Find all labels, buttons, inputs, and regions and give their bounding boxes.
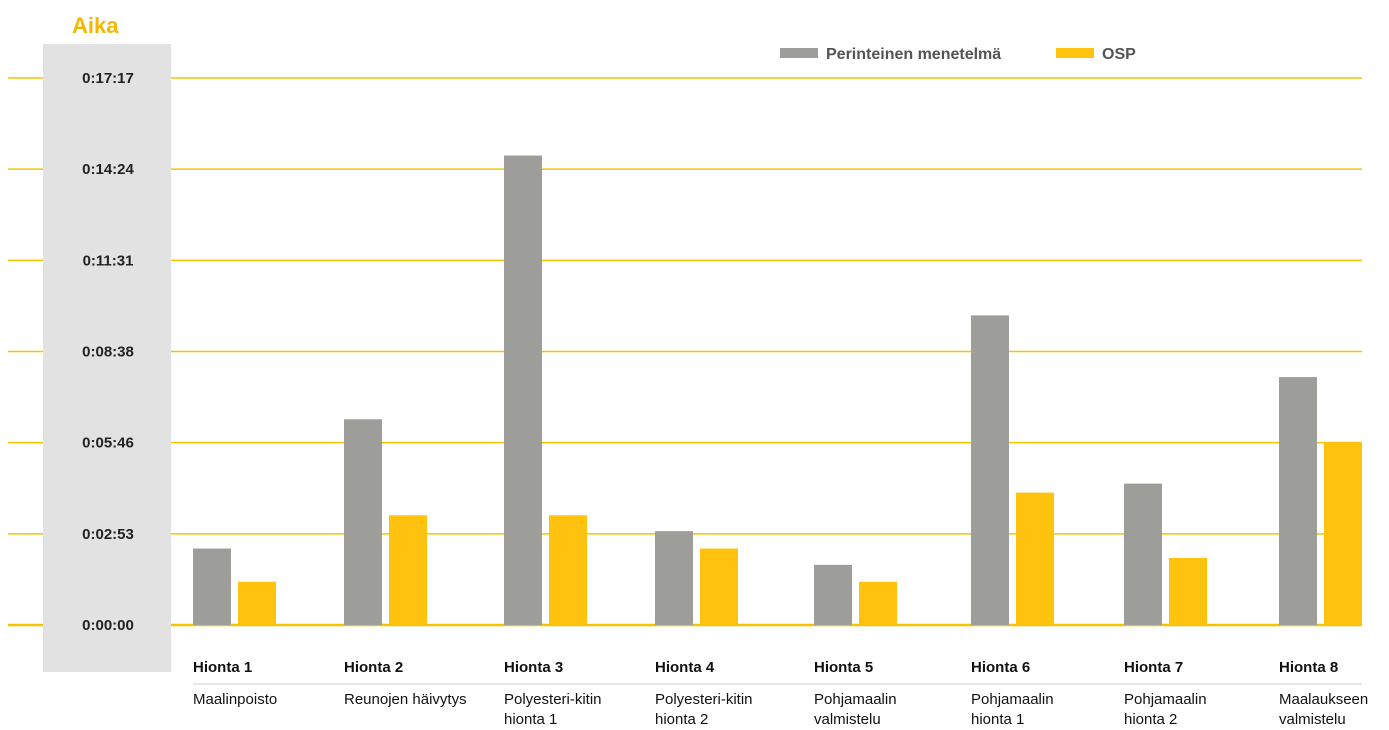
y-tick-label: 0:14:24 xyxy=(82,161,134,178)
category-description: valmistelu xyxy=(1279,711,1346,728)
category-description: valmistelu xyxy=(814,711,881,728)
category-name: Hionta 6 xyxy=(971,659,1030,676)
bar-perinteinen xyxy=(655,531,693,625)
legend-swatch xyxy=(780,48,818,58)
legend: Perinteinen menetelmä OSP xyxy=(780,46,1136,63)
category-name: Hionta 1 xyxy=(193,659,252,676)
category-labels: Hionta 1 Maalinpoisto Hionta 2 Reunojen häi… xyxy=(193,659,1368,728)
category-description: Maalinpoisto xyxy=(193,691,277,708)
category-name: Hionta 7 xyxy=(1124,659,1183,676)
category-description: Pohjamaalin xyxy=(814,691,897,708)
bar-osp xyxy=(700,548,738,625)
category-description: Pohjamaalin xyxy=(971,691,1054,708)
category-description: Polyesteri-kitin xyxy=(504,691,602,708)
category-name: Hionta 5 xyxy=(814,659,873,676)
bars xyxy=(193,155,1362,625)
category-name: Hionta 4 xyxy=(655,659,715,676)
category-description: hionta 2 xyxy=(1124,711,1177,728)
bar-perinteinen xyxy=(971,315,1009,625)
y-tick-labels: 0:00:00 0:02:53 0:05:46 0:08:38 0:11:31 0:14:… xyxy=(82,70,134,634)
bar-osp xyxy=(549,515,587,625)
category-description: Pohjamaalin xyxy=(1124,691,1207,708)
category-description: hionta 1 xyxy=(504,711,557,728)
bar-osp xyxy=(238,581,276,625)
bar-perinteinen xyxy=(1124,483,1162,625)
bar-osp xyxy=(1016,492,1054,625)
bar-perinteinen xyxy=(814,564,852,625)
bar-perinteinen xyxy=(1279,377,1317,625)
legend-label: Perinteinen menetelmä xyxy=(826,46,1001,63)
category-description: Polyesteri-kitin xyxy=(655,691,753,708)
bar-osp xyxy=(1169,558,1207,625)
category-description: hionta 2 xyxy=(655,711,708,728)
bar-osp xyxy=(389,515,427,625)
y-axis-panel xyxy=(43,44,171,672)
y-tick-label: 0:11:31 xyxy=(83,252,134,269)
y-tick-label: 0:02:53 xyxy=(82,526,134,543)
bar-osp xyxy=(1324,441,1362,625)
legend-label: OSP xyxy=(1102,46,1136,63)
category-name: Hionta 3 xyxy=(504,659,563,676)
bar-osp xyxy=(859,581,897,625)
legend-swatch xyxy=(1056,48,1094,58)
bar-perinteinen xyxy=(193,548,231,625)
category-description: Maalaukseen xyxy=(1279,691,1368,708)
category-description: hionta 1 xyxy=(971,711,1024,728)
y-axis-title: Aika xyxy=(72,13,119,38)
category-name: Hionta 8 xyxy=(1279,659,1338,676)
y-tick-label: 0:17:17 xyxy=(82,70,134,87)
bar-perinteinen xyxy=(504,155,542,625)
category-description: Reunojen häivytys xyxy=(344,691,467,708)
y-tick-label: 0:00:00 xyxy=(82,617,134,634)
bar-perinteinen xyxy=(344,419,382,625)
category-name: Hionta 2 xyxy=(344,659,403,676)
y-tick-label: 0:08:38 xyxy=(82,344,134,361)
y-tick-label: 0:05:46 xyxy=(82,435,134,452)
